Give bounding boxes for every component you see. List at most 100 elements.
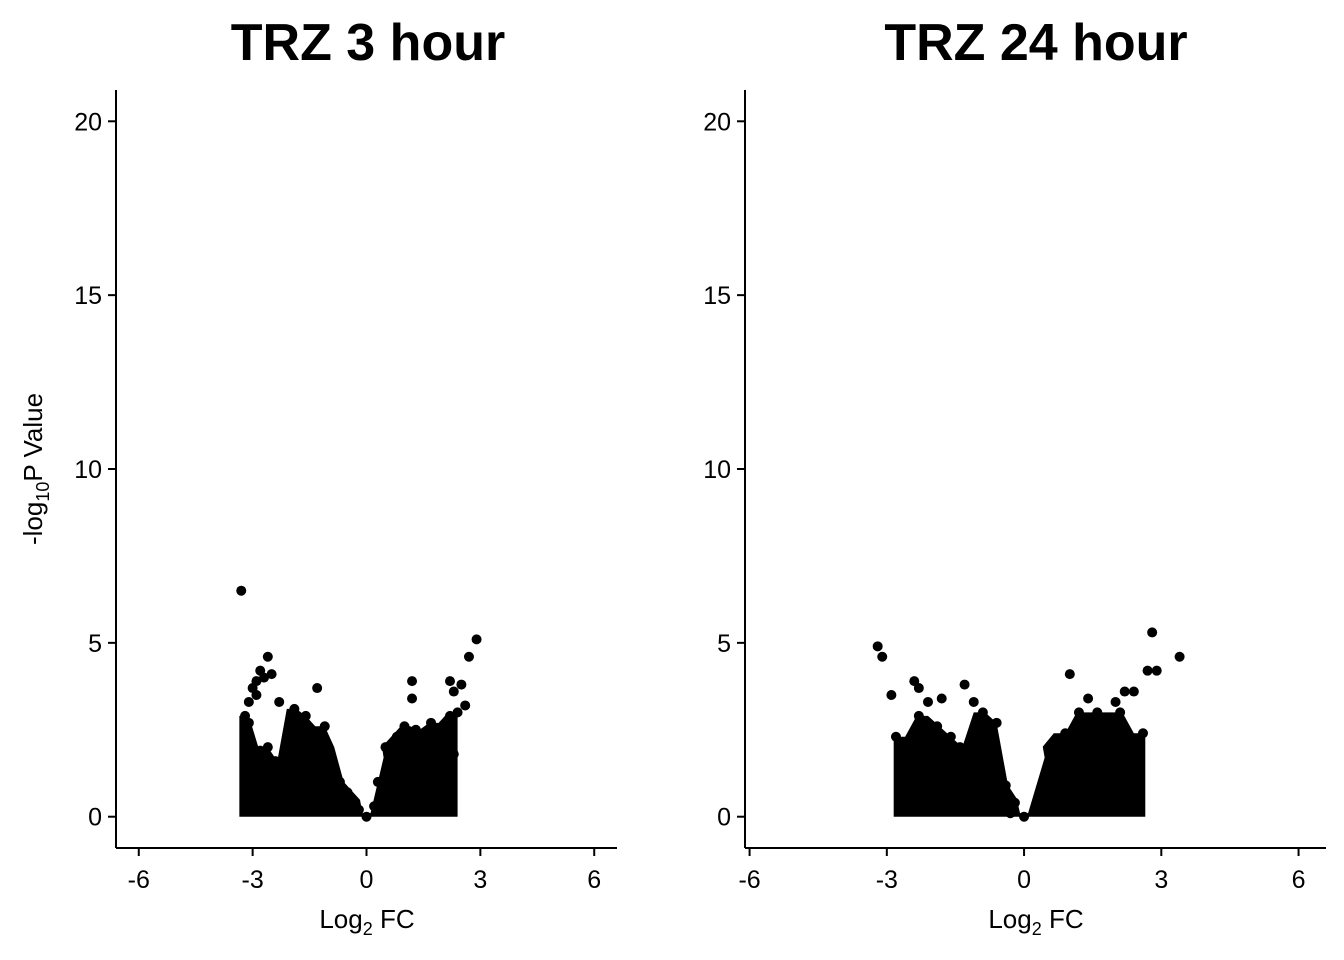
data-point xyxy=(380,801,391,812)
y-tick-label: 5 xyxy=(717,630,731,658)
data-point xyxy=(1083,693,1094,704)
data-point xyxy=(445,676,455,687)
data-point xyxy=(308,769,319,780)
data-point xyxy=(262,651,273,662)
data-point xyxy=(353,804,364,815)
panel-trz-24-hour: TRZ 24 hour 0 5 10 15 20 -6 -3 0 3 6 Log2 FC xyxy=(703,14,1326,939)
data-point xyxy=(1009,797,1020,808)
data-point xyxy=(369,801,380,812)
data-point xyxy=(959,790,970,801)
data-point xyxy=(255,745,266,756)
data-point xyxy=(886,690,897,701)
data-point xyxy=(293,735,304,746)
data-point xyxy=(270,756,281,767)
data-point xyxy=(918,724,929,735)
data-point xyxy=(274,696,285,707)
data-point xyxy=(1005,808,1016,819)
x-tick-label: -6 xyxy=(128,866,150,894)
x-tick-label: 6 xyxy=(587,866,601,894)
x-tick-label: -3 xyxy=(876,866,898,894)
data-point xyxy=(289,703,300,714)
data-point xyxy=(259,672,270,683)
data-point xyxy=(1105,724,1116,735)
data-point xyxy=(1096,787,1107,798)
data-point xyxy=(1096,749,1107,760)
data-point xyxy=(1000,780,1011,791)
data-point xyxy=(304,749,315,760)
data-point xyxy=(1142,665,1153,676)
data-point xyxy=(319,794,330,805)
y-axis-label: -log10P Value xyxy=(18,393,53,545)
data-point xyxy=(433,738,444,749)
x-axis-label: Log2 FC xyxy=(319,904,414,939)
data-point xyxy=(1105,763,1116,774)
chart-title: TRZ 3 hour xyxy=(231,14,505,72)
data-point xyxy=(1046,742,1057,753)
x-tick-label: -6 xyxy=(738,866,760,894)
x-tick-group: -6 -3 0 3 6 xyxy=(128,848,601,894)
data-point xyxy=(959,679,970,690)
data-point xyxy=(913,683,924,694)
data-point xyxy=(445,710,455,721)
point-cloud-gap xyxy=(345,705,384,814)
data-point xyxy=(448,686,459,697)
data-point xyxy=(395,794,406,805)
y-tick-label: 0 xyxy=(717,804,731,832)
data-point xyxy=(285,728,296,739)
data-point xyxy=(372,776,383,787)
data-point xyxy=(327,763,338,774)
data-point xyxy=(922,735,933,746)
x-tick-label: 6 xyxy=(1292,866,1306,894)
data-point xyxy=(399,721,410,732)
data-point xyxy=(968,696,979,707)
data-point xyxy=(418,790,429,801)
data-point xyxy=(312,683,323,694)
data-point xyxy=(1147,627,1158,638)
y-tick-label: 5 xyxy=(88,630,102,658)
data-point xyxy=(384,763,395,774)
data-point xyxy=(1115,707,1126,718)
data-point xyxy=(1019,811,1030,822)
y-tick-group: 0 5 10 15 20 xyxy=(703,108,745,832)
x-tick-group: -6 -3 0 3 6 xyxy=(738,848,1306,894)
data-point xyxy=(463,651,474,662)
x-tick-label: 0 xyxy=(1017,866,1031,894)
y-tick-label: 10 xyxy=(703,456,731,484)
data-point xyxy=(391,731,402,742)
data-point xyxy=(977,794,988,805)
data-point xyxy=(1064,669,1075,680)
y-tick-label: 15 xyxy=(74,282,102,310)
data-point xyxy=(964,756,975,767)
y-tick-label: 15 xyxy=(703,282,731,310)
data-point xyxy=(973,766,984,777)
data-point xyxy=(922,696,933,707)
data-point xyxy=(395,752,406,763)
data-point xyxy=(266,669,277,680)
data-point xyxy=(1151,665,1162,676)
data-point xyxy=(418,728,429,739)
data-point xyxy=(1119,686,1130,697)
data-point xyxy=(342,787,353,798)
data-point xyxy=(1073,794,1084,805)
data-point xyxy=(414,749,425,760)
data-point xyxy=(1110,696,1121,707)
x-tick-label: 3 xyxy=(473,866,487,894)
data-point xyxy=(1138,728,1149,739)
point-cloud-gap xyxy=(998,705,1045,814)
data-point xyxy=(426,717,437,728)
data-point xyxy=(448,749,459,760)
data-point xyxy=(991,801,1002,812)
data-point xyxy=(319,721,330,732)
data-point xyxy=(1055,801,1066,812)
data-point xyxy=(403,735,414,746)
data-points xyxy=(236,585,482,822)
data-point xyxy=(437,780,448,791)
data-point xyxy=(950,769,961,780)
data-point xyxy=(323,742,334,753)
data-point xyxy=(251,690,262,701)
data-point xyxy=(410,724,421,735)
data-point xyxy=(1124,735,1135,746)
data-point xyxy=(1133,776,1144,787)
data-point xyxy=(296,780,307,791)
data-point xyxy=(407,693,418,704)
